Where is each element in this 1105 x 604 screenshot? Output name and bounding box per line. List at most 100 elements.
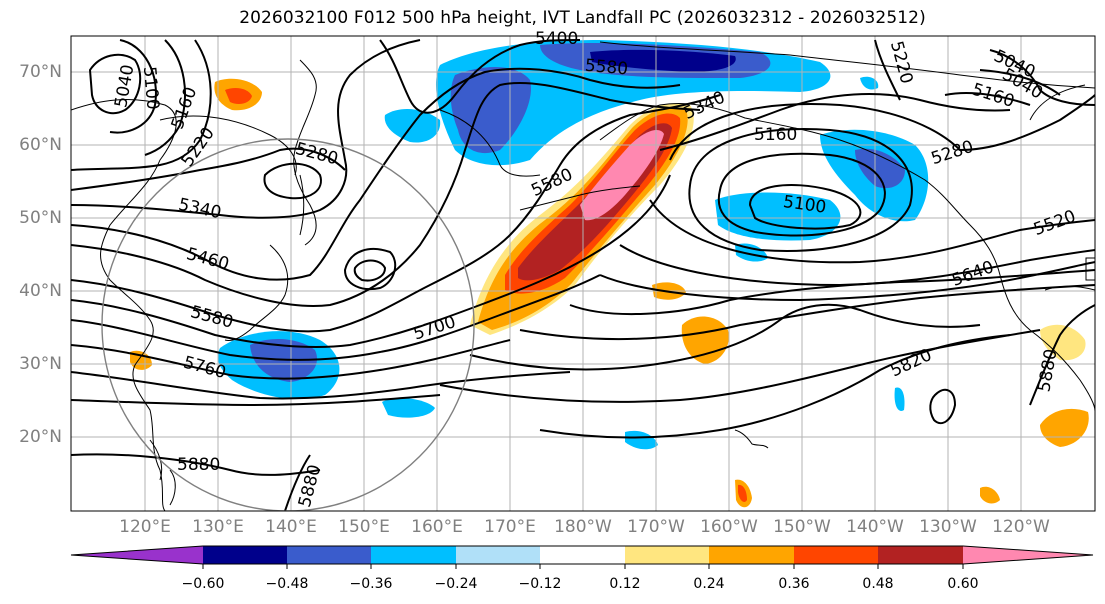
ivt-negative-navy — [590, 49, 736, 72]
lat-label-20n: 20°N — [19, 427, 62, 447]
lon-label-130e: 130°E — [192, 517, 244, 537]
lon-label-140e: 140°E — [265, 517, 317, 537]
contour-5160-right — [944, 92, 1031, 106]
colorbar-cell — [625, 546, 709, 564]
contour-5400-outer — [343, 248, 397, 290]
lon-label-170w: 170°W — [627, 517, 685, 537]
lat-label-40n: 40°N — [19, 281, 62, 301]
contour-5100 — [109, 39, 157, 134]
height-contours — [71, 39, 1095, 511]
ivt-positive-patch — [681, 316, 729, 364]
contour-5880-b — [71, 453, 321, 476]
lat-label-60n: 60°N — [19, 135, 62, 155]
colorbar-cell — [794, 546, 878, 564]
colorbar-tick-label: 0.12 — [609, 576, 641, 592]
contour-label: 5280 — [929, 137, 976, 169]
coastline-arctic — [599, 41, 1095, 89]
contour-5160-loop — [717, 152, 886, 237]
contour-label: 5400 — [535, 29, 578, 49]
colorbar-tick-label: 0.36 — [778, 576, 810, 592]
contour-5880-bottom — [284, 454, 311, 511]
ivt-negative-lightblue — [860, 76, 879, 90]
colorbar-tick-label: −0.48 — [265, 576, 309, 592]
contour-5700-east — [469, 303, 981, 371]
ivt-positive-patch — [980, 486, 1000, 504]
contour-5880-right — [1029, 304, 1095, 406]
lon-label-140w: 140°W — [846, 517, 904, 537]
ivt-negative-lightblue — [382, 398, 435, 418]
coastline-kamchatka — [293, 59, 317, 246]
lat-label-30n: 30°N — [19, 354, 62, 374]
contour-label: 5880 — [1034, 348, 1061, 394]
contour-5640-east — [519, 284, 1095, 341]
contour-5460-east — [619, 244, 1095, 287]
colorbar-under-arrow — [71, 546, 203, 564]
lat-label-70n: 70°N — [19, 62, 62, 82]
lon-label-150e: 150°E — [338, 517, 390, 537]
map-frame — [70, 35, 1096, 512]
contour-5580-east — [569, 269, 1095, 316]
colorbar — [70, 545, 1094, 569]
contour-5580 — [71, 94, 721, 333]
contour-5400 — [379, 39, 581, 114]
colorbar-cell — [287, 546, 371, 564]
colorbar-cell — [709, 546, 794, 564]
lon-label-120w: 120°W — [992, 517, 1050, 537]
colorbar-tick-label: −0.36 — [349, 576, 393, 592]
contour-5460 — [71, 67, 681, 281]
figure-title: 2026032100 F012 500 hPa height, IVT Land… — [239, 8, 926, 28]
contour-5820 — [71, 371, 571, 400]
contour-5280-east — [669, 94, 1095, 161]
colorbar-tick-label: 0.48 — [862, 576, 894, 592]
colorbar-tick-label: 0.60 — [947, 576, 979, 592]
ivt-negative-lightblue — [625, 430, 658, 450]
coastline-hawaii — [734, 429, 769, 449]
contour-label: 5160 — [168, 84, 202, 131]
lon-label-160e: 160°E — [411, 517, 463, 537]
contour-5220-loop — [688, 128, 913, 252]
contour-5880-a — [71, 394, 441, 407]
lon-label-150w: 150°W — [773, 517, 831, 537]
contour-5340-east — [659, 93, 1011, 151]
contour-5100-loop — [748, 184, 862, 230]
contour-5880-east — [929, 388, 957, 425]
contour-5040 — [88, 53, 142, 115]
contour-5760 — [71, 339, 511, 380]
contour-label: 5100 — [139, 66, 163, 111]
contour-5340 — [71, 39, 421, 219]
ivt-negative-lightblue — [894, 387, 905, 411]
coastline-asia — [71, 99, 177, 511]
ivt-positive-patch — [225, 88, 252, 104]
contour-5220 — [71, 39, 212, 171]
contour-5700 — [71, 274, 601, 361]
contour-label: 5700 — [411, 312, 458, 344]
contour-label: 5880 — [177, 455, 220, 475]
contour-5400-east — [649, 199, 1095, 264]
lat-label-50n: 50°N — [19, 208, 62, 228]
contour-5520 — [71, 81, 701, 307]
lon-label-160w: 160°W — [700, 517, 758, 537]
contour-5280-loop — [263, 162, 322, 200]
radius-circle — [101, 138, 475, 511]
contour-5280-left — [71, 147, 346, 191]
ivt-positive-patch — [738, 484, 747, 503]
ivt-negative-lightblue — [735, 243, 768, 262]
colorbar-cell — [878, 546, 963, 564]
ivt-positive-pink — [580, 129, 664, 221]
lon-label-180w: 180°W — [554, 517, 612, 537]
coastline-alaska — [439, 102, 1095, 412]
contour-label: 5880 — [295, 463, 326, 510]
contour-label: 5340 — [177, 195, 223, 224]
coastline-sakhalin — [299, 174, 305, 236]
coastline-aleutians — [519, 185, 641, 211]
contour-5640 — [71, 174, 671, 348]
contour-5520-east — [599, 261, 1095, 302]
colorbar-over-arrow — [963, 546, 1093, 564]
colorbar-cell — [456, 546, 540, 564]
lon-label-170e: 170°E — [484, 517, 536, 537]
colorbar-cell — [540, 546, 625, 564]
contour-label: 5820 — [887, 345, 935, 381]
contour-5220-right — [874, 39, 901, 101]
contour-5820-east — [539, 334, 1011, 439]
